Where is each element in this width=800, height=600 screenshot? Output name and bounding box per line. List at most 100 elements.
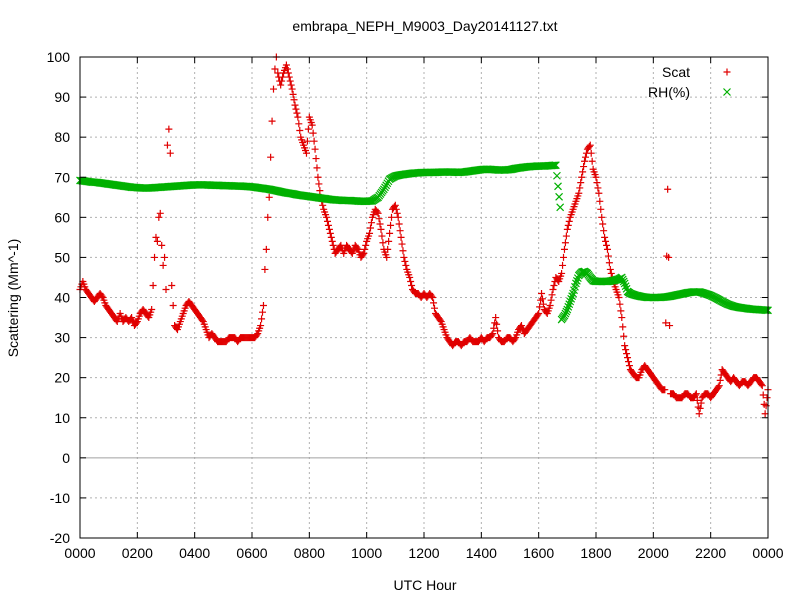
y-tick-label: 100 bbox=[47, 49, 71, 65]
data-point bbox=[697, 399, 705, 407]
data-point bbox=[277, 81, 285, 89]
data-point bbox=[402, 261, 410, 269]
data-point bbox=[165, 125, 173, 133]
data-point bbox=[315, 180, 323, 188]
x-tick-label: 1200 bbox=[408, 545, 439, 561]
data-point bbox=[603, 245, 611, 253]
legend-label: Scat bbox=[662, 64, 690, 80]
data-point bbox=[620, 279, 629, 288]
x-tick-label: 0000 bbox=[752, 545, 783, 561]
data-point bbox=[293, 109, 301, 117]
data-point bbox=[152, 233, 160, 241]
data-point bbox=[379, 185, 388, 194]
data-point bbox=[313, 164, 321, 172]
data-point bbox=[259, 308, 267, 316]
data-point bbox=[265, 193, 273, 201]
data-point bbox=[587, 149, 595, 157]
data-point bbox=[594, 184, 602, 192]
data-point bbox=[401, 257, 409, 265]
series-layer bbox=[76, 53, 772, 418]
data-point bbox=[588, 157, 596, 165]
x-axis: 0000 0200 0400 0600 0800 1000 1200 1400 1600 1800… bbox=[64, 57, 784, 561]
x-axis-label: UTC Hour bbox=[393, 577, 456, 593]
data-point bbox=[397, 233, 405, 241]
data-point bbox=[549, 285, 557, 293]
data-point bbox=[585, 143, 593, 151]
data-point bbox=[398, 240, 406, 248]
data-point bbox=[365, 197, 373, 206]
data-point bbox=[620, 332, 628, 340]
data-point bbox=[596, 197, 604, 205]
data-point bbox=[258, 315, 266, 323]
y-tick-label: 20 bbox=[54, 370, 70, 386]
data-point bbox=[406, 273, 414, 281]
x-tick-label: 1000 bbox=[351, 545, 382, 561]
data-point bbox=[605, 259, 613, 267]
series-rh bbox=[76, 161, 772, 324]
y-axis-label: Scattering (Mm^-1) bbox=[5, 239, 21, 358]
data-point bbox=[619, 277, 628, 286]
data-point bbox=[385, 237, 393, 245]
data-point bbox=[599, 220, 607, 228]
legend-marker bbox=[723, 88, 731, 96]
data-point bbox=[316, 187, 324, 195]
data-point bbox=[714, 383, 722, 391]
data-point bbox=[302, 149, 310, 157]
data-point bbox=[595, 189, 603, 197]
data-point bbox=[603, 241, 611, 249]
data-point bbox=[566, 297, 575, 306]
data-point bbox=[535, 310, 543, 318]
data-point bbox=[577, 179, 585, 187]
data-point bbox=[581, 153, 589, 161]
data-point bbox=[563, 305, 572, 314]
data-point bbox=[303, 137, 311, 145]
data-point bbox=[429, 294, 437, 301]
data-point bbox=[98, 292, 106, 300]
y-tick-label: 60 bbox=[54, 209, 70, 225]
data-point bbox=[616, 300, 624, 308]
data-point bbox=[386, 229, 394, 237]
data-point bbox=[539, 300, 547, 308]
data-point bbox=[271, 65, 279, 73]
data-point bbox=[547, 296, 555, 304]
data-point bbox=[327, 233, 335, 241]
data-point bbox=[151, 253, 159, 261]
x-tick-label: 1600 bbox=[523, 545, 554, 561]
data-point bbox=[623, 350, 631, 358]
data-point bbox=[278, 77, 286, 85]
data-point bbox=[489, 330, 497, 338]
data-point bbox=[328, 237, 336, 245]
data-point bbox=[576, 184, 584, 192]
data-point bbox=[600, 227, 608, 235]
y-tick-label: 0 bbox=[62, 450, 70, 466]
data-point bbox=[288, 85, 296, 93]
data-point bbox=[163, 141, 171, 149]
data-point bbox=[292, 105, 300, 113]
data-point bbox=[560, 245, 568, 253]
data-point bbox=[399, 247, 407, 255]
data-point bbox=[550, 161, 559, 170]
data-point bbox=[563, 225, 571, 233]
data-point bbox=[550, 281, 558, 289]
data-point bbox=[291, 101, 299, 109]
data-point bbox=[283, 65, 291, 73]
y-tick-label: 90 bbox=[54, 89, 70, 105]
data-point bbox=[762, 306, 771, 315]
data-point bbox=[366, 224, 374, 232]
data-point bbox=[376, 220, 384, 228]
y-axis: -20 -10 0 10 20 30 40 50 60 70 80 90 100 bbox=[47, 49, 768, 546]
data-point bbox=[384, 245, 392, 253]
data-point bbox=[579, 168, 587, 176]
data-point bbox=[396, 227, 404, 235]
data-point bbox=[311, 145, 319, 153]
data-point bbox=[664, 185, 672, 193]
data-point bbox=[490, 324, 498, 332]
data-point bbox=[312, 155, 320, 163]
data-point bbox=[428, 292, 436, 300]
data-point bbox=[289, 90, 297, 98]
data-point bbox=[622, 346, 630, 354]
data-point bbox=[548, 291, 556, 299]
data-point bbox=[262, 245, 270, 253]
data-point bbox=[558, 269, 566, 277]
y-tick-label: -20 bbox=[50, 530, 70, 546]
